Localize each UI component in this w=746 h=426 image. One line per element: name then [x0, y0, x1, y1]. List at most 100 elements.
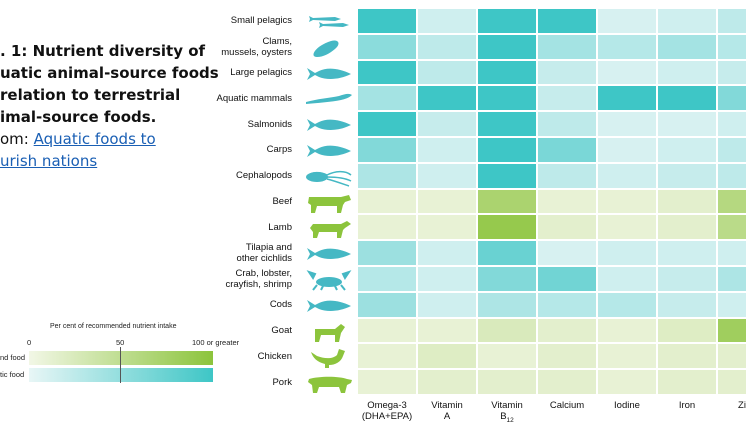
heatmap-cell	[418, 215, 476, 240]
heatmap-cell	[718, 86, 746, 111]
row-label: Tilapia and other cichlids	[237, 242, 292, 264]
heatmap-cell	[658, 112, 716, 136]
heatmap-cell	[418, 189, 476, 214]
row-label: Salmonids	[248, 119, 292, 130]
column-label: Zinc	[717, 400, 746, 411]
column-label: Vitamin A	[417, 400, 477, 422]
heatmap-cell	[358, 344, 416, 369]
heatmap-cell	[478, 215, 536, 240]
heatmap-cell	[718, 9, 746, 33]
heatmap-cell	[658, 241, 716, 265]
heatmap-cell	[478, 60, 536, 85]
heatmap-cell	[538, 215, 596, 240]
heatmap-cell	[538, 189, 596, 214]
heatmap-cell	[598, 215, 656, 240]
caption-line: relation to terrestrial	[0, 86, 181, 104]
heatmap-cell	[658, 318, 716, 343]
heatmap-cell	[478, 189, 536, 214]
heatmap-cell	[538, 9, 596, 33]
row-label-line: Cephalopods	[236, 170, 292, 182]
row-label-line: Small pelagics	[230, 15, 292, 27]
heatmap-cell	[538, 318, 596, 343]
heatmap-cell	[718, 267, 746, 291]
column-label-line: Vitamin	[491, 400, 523, 411]
row-label: Cephalopods	[236, 170, 292, 181]
seal-icon	[305, 89, 353, 109]
heatmap-cell	[418, 9, 476, 33]
heatmap-cell	[478, 112, 536, 136]
heatmap-cell	[658, 60, 716, 85]
heatmap-cell	[658, 34, 716, 59]
column-label: Omega-3 (DHA+EPA)	[357, 400, 417, 422]
heatmap-cell	[358, 189, 416, 214]
heatmap-cell	[598, 370, 656, 394]
cow-icon	[305, 193, 353, 213]
row-label: Goat	[271, 325, 292, 336]
row-label: Lamb	[268, 222, 292, 233]
heatmap-cell	[358, 60, 416, 85]
source-link[interactable]: Aquatic foods to	[33, 130, 156, 148]
heatmap-cell	[478, 267, 536, 291]
row-label-line: Aquatic mammals	[216, 92, 293, 104]
heatmap-cell	[358, 292, 416, 317]
heatmap-cell	[658, 370, 716, 394]
heatmap-cell	[718, 215, 746, 240]
column-label-line: Calcium	[549, 400, 585, 411]
heatmap-cell	[718, 60, 746, 85]
heatmap-cell	[358, 138, 416, 162]
fish-icon	[305, 64, 353, 84]
heatmap-cell	[418, 292, 476, 317]
heatmap-cell	[658, 86, 716, 111]
row-label: Crab, lobster, crayfish, shrimp	[225, 268, 292, 290]
small-fish-icon	[305, 12, 353, 32]
legend-label-terrestrial: nd food	[0, 353, 26, 362]
row-label-line: Pork	[272, 376, 292, 388]
column-label-line: Iodine	[614, 400, 640, 411]
row-label: Cods	[270, 299, 292, 310]
row-label-line: Clams,	[262, 35, 292, 47]
legend-tick: 50	[116, 338, 125, 347]
column-label-line: B12	[500, 411, 514, 424]
heatmap-cell	[358, 318, 416, 343]
row-label-line: mussels, oysters	[221, 46, 292, 58]
heatmap-cell	[358, 215, 416, 240]
source-link-continued[interactable]: urish nations	[0, 152, 98, 170]
heatmap-cell	[478, 9, 536, 33]
column-label: Iodine	[597, 400, 657, 411]
heatmap-cell	[598, 86, 656, 111]
legend-label-aquatic: tic food	[0, 370, 25, 379]
heatmap-cell	[358, 9, 416, 33]
heatmap-cell	[658, 163, 716, 188]
fish-icon	[305, 296, 353, 316]
heatmap-cell	[538, 370, 596, 394]
column-label: Iron	[657, 400, 717, 411]
heatmap-cell	[718, 292, 746, 317]
heatmap-cell	[718, 138, 746, 162]
heatmap-cell	[478, 138, 536, 162]
heatmap-cell	[418, 112, 476, 136]
heatmap-cell	[478, 241, 536, 265]
sheep-icon	[305, 218, 353, 239]
figure-caption: . 1: Nutrient diversity of uatic animal-…	[0, 40, 230, 172]
heatmap-cell	[538, 292, 596, 317]
row-label-line: Carps	[266, 144, 292, 156]
heatmap-cell	[358, 370, 416, 394]
heatmap-cell	[358, 267, 416, 291]
crab-icon	[305, 270, 353, 291]
heatmap-cell	[718, 112, 746, 136]
heatmap-cell	[418, 138, 476, 162]
heatmap-cell	[418, 163, 476, 188]
squid-icon	[305, 167, 353, 187]
heatmap-cell	[478, 34, 536, 59]
heatmap-cell	[418, 34, 476, 59]
heatmap-cell	[538, 138, 596, 162]
goat-icon	[305, 322, 353, 342]
fish-icon	[305, 244, 353, 264]
column-label-line: A	[443, 411, 451, 422]
row-label: Small pelagics	[231, 15, 292, 26]
heatmap-cell	[718, 34, 746, 59]
caption-line: . 1: Nutrient diversity of	[0, 42, 206, 60]
caption-line: imal-source foods.	[0, 108, 157, 126]
legend-gradient-aquatic	[29, 368, 213, 382]
heatmap-cell	[538, 163, 596, 188]
